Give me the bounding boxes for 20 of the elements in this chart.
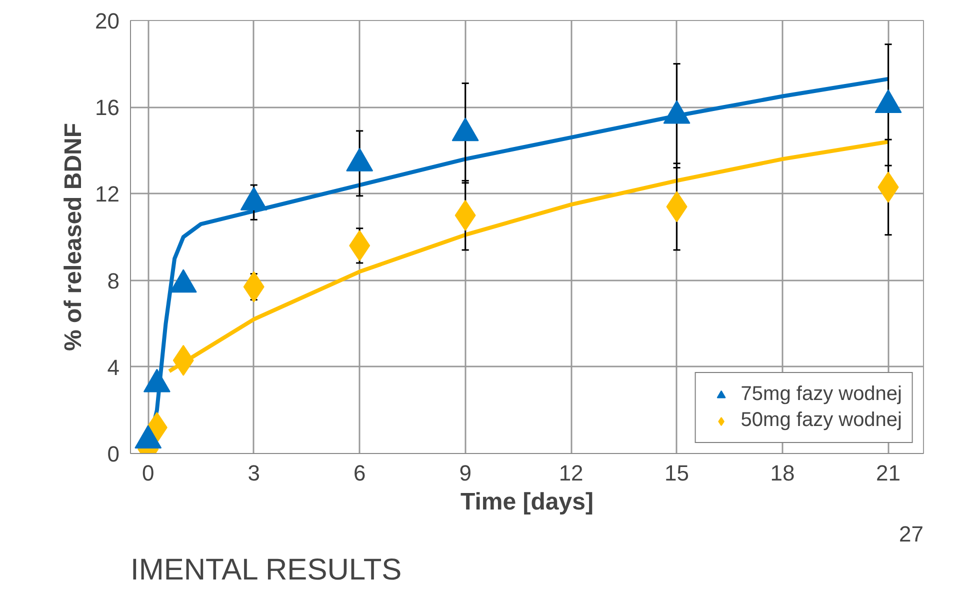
x-axis-title: Time [days] xyxy=(460,488,594,516)
legend-label: 75mg fazy wodnej xyxy=(740,383,902,406)
x-tick-label: 12 xyxy=(558,460,584,486)
x-tick-label: 18 xyxy=(770,460,795,486)
y-tick-label: 8 xyxy=(107,268,120,294)
x-tick-label: 6 xyxy=(353,460,366,486)
y-tick-label: 16 xyxy=(95,95,120,120)
y-tick-label: 12 xyxy=(95,182,120,207)
x-tick-label: 21 xyxy=(876,460,901,486)
text: 27 xyxy=(899,522,924,546)
x-tick-label: 15 xyxy=(664,460,690,486)
y-tick-label: 0 xyxy=(107,442,120,466)
y-tick-label: 20 xyxy=(95,8,120,34)
x-tick-label: 0 xyxy=(142,460,154,486)
x-tick-label: 3 xyxy=(248,460,260,486)
text: IMENTAL RESULTS xyxy=(130,554,402,586)
x-tick-label: 9 xyxy=(459,460,472,486)
y-tick-label: 4 xyxy=(107,354,120,380)
y-axis-title: % of released BDNF xyxy=(60,122,88,352)
legend-label: 50mg fazy wodnej xyxy=(740,409,902,432)
